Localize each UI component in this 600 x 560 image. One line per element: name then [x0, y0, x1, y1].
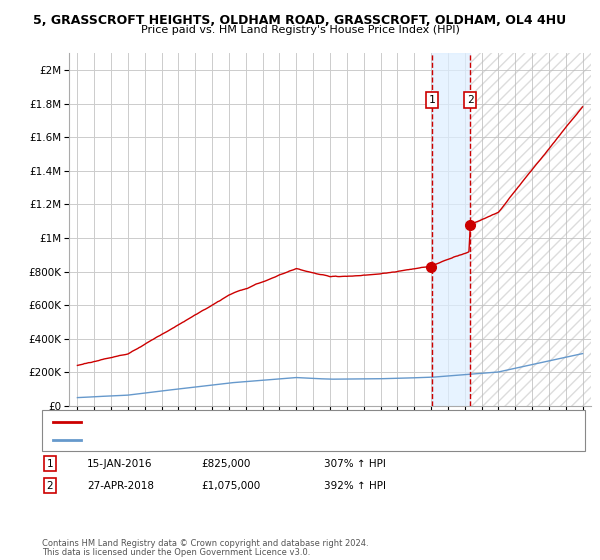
- Text: 1: 1: [46, 459, 53, 469]
- Text: HPI: Average price, detached house, Oldham: HPI: Average price, detached house, Oldh…: [87, 435, 306, 445]
- Text: 2: 2: [467, 95, 473, 105]
- Text: Price paid vs. HM Land Registry's House Price Index (HPI): Price paid vs. HM Land Registry's House …: [140, 25, 460, 35]
- Text: Contains HM Land Registry data © Crown copyright and database right 2024.: Contains HM Land Registry data © Crown c…: [42, 539, 368, 548]
- Text: 307% ↑ HPI: 307% ↑ HPI: [324, 459, 386, 469]
- Bar: [432, 53, 470, 406]
- Text: 5, GRASSCROFT HEIGHTS, OLDHAM ROAD, GRASSCROFT, OLDHAM, OL4 4HU (detached: 5, GRASSCROFT HEIGHTS, OLDHAM ROAD, GRAS…: [87, 417, 516, 427]
- Text: 5, GRASSCROFT HEIGHTS, OLDHAM ROAD, GRASSCROFT, OLDHAM, OL4 4HU: 5, GRASSCROFT HEIGHTS, OLDHAM ROAD, GRAS…: [34, 14, 566, 27]
- Text: 2: 2: [46, 480, 53, 491]
- Bar: [470, 53, 591, 406]
- Text: £825,000: £825,000: [201, 459, 250, 469]
- Text: 392% ↑ HPI: 392% ↑ HPI: [324, 480, 386, 491]
- Text: 1: 1: [428, 95, 435, 105]
- Text: £1,075,000: £1,075,000: [201, 480, 260, 491]
- Text: 15-JAN-2016: 15-JAN-2016: [87, 459, 152, 469]
- Text: This data is licensed under the Open Government Licence v3.0.: This data is licensed under the Open Gov…: [42, 548, 310, 557]
- Text: 27-APR-2018: 27-APR-2018: [87, 480, 154, 491]
